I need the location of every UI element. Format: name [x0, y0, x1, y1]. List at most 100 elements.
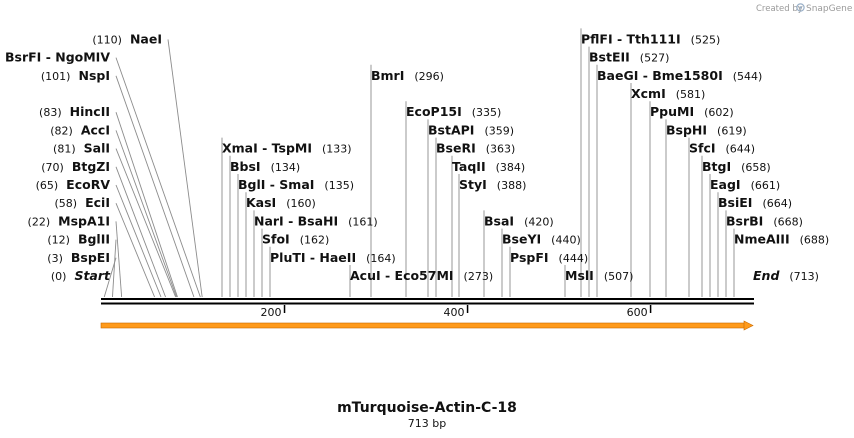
enzyme-name[interactable]: BglI - SmaI	[238, 177, 314, 192]
enzyme-position: (384)	[496, 161, 526, 174]
enzyme-name[interactable]: BspHI	[666, 122, 707, 137]
enzyme-sfoi[interactable]: SfoI (162)	[262, 232, 329, 247]
enzyme-name[interactable]: MslI	[565, 268, 594, 283]
enzyme-nspi[interactable]: NspI (101)	[41, 68, 110, 83]
leader-line	[115, 112, 178, 298]
feature-arrow-body[interactable]	[100, 322, 746, 329]
enzyme-naei[interactable]: NaeI (110)	[92, 31, 162, 46]
enzyme-styi[interactable]: StyI (388)	[459, 177, 526, 192]
enzyme-name[interactable]: SfoI	[262, 232, 290, 247]
enzyme-name[interactable]: NspI	[78, 68, 110, 83]
enzyme-acui-eco57mi[interactable]: AcuI - Eco57MI (273)	[350, 268, 493, 283]
enzyme-name[interactable]: SalI	[84, 141, 110, 156]
enzyme-bseri[interactable]: BseRI (363)	[436, 141, 515, 156]
enzyme-bsiei[interactable]: BsiEI (664)	[718, 195, 792, 210]
enzyme-sfci[interactable]: SfcI (644)	[689, 141, 755, 156]
enzyme-name[interactable]: KasI	[246, 195, 276, 210]
enzyme-name[interactable]: BtgI	[702, 159, 731, 174]
ruler-tick-label-200: 200	[261, 306, 282, 319]
enzyme-name[interactable]: EagI	[710, 177, 741, 192]
enzyme-name[interactable]: PspFI	[510, 250, 549, 265]
enzyme-bspei[interactable]: BspEI (3)	[47, 250, 110, 265]
enzyme-xcmi[interactable]: XcmI (581)	[631, 86, 705, 101]
enzyme-name[interactable]: BspEI	[71, 250, 110, 265]
enzyme-ecorv[interactable]: EcoRV (65)	[36, 177, 111, 192]
enzyme-bstapi[interactable]: BstAPI (359)	[428, 122, 514, 137]
enzyme-name[interactable]: BseYI	[502, 232, 541, 247]
enzyme-bsphi[interactable]: BspHI (619)	[666, 122, 747, 137]
enzyme-name[interactable]: XmaI - TspMI	[222, 141, 312, 156]
enzyme-name[interactable]: NmeAIII	[734, 232, 790, 247]
enzyme-name[interactable]: BglII	[78, 232, 110, 247]
enzyme-msli[interactable]: MslI (507)	[565, 268, 633, 283]
enzyme-name[interactable]: NarI - BsaHI	[254, 213, 338, 228]
enzyme-name[interactable]: End	[753, 268, 780, 283]
enzyme-bsai[interactable]: BsaI (420)	[484, 213, 554, 228]
enzyme-name[interactable]: BtgZI	[72, 159, 110, 174]
enzyme-name[interactable]: XcmI	[631, 86, 666, 101]
enzyme-xmai-tspmi[interactable]: XmaI - TspMI (133)	[222, 141, 352, 156]
enzyme-kasi[interactable]: KasI (160)	[246, 195, 316, 210]
enzyme-name[interactable]: EciI	[85, 195, 110, 210]
enzyme-name[interactable]: MspA1I	[58, 213, 110, 228]
enzyme-position: (440)	[551, 234, 581, 247]
enzyme-name[interactable]: BstAPI	[428, 122, 474, 137]
enzyme-name[interactable]: EcoRV	[66, 177, 110, 192]
enzyme-name[interactable]: BsiEI	[718, 195, 752, 210]
enzyme-taqii[interactable]: TaqII (384)	[452, 159, 525, 174]
enzyme-position: (135)	[324, 179, 354, 192]
enzyme-bgli-smai[interactable]: BglI - SmaI (135)	[238, 177, 354, 192]
enzyme-ecii[interactable]: EciI (58)	[55, 195, 110, 210]
enzyme-name[interactable]: BsrFI - NgoMIV	[5, 50, 110, 65]
enzyme-name[interactable]: HincII	[70, 104, 110, 119]
enzyme-sali[interactable]: SalI (81)	[53, 141, 110, 156]
feature-arrow-head[interactable]	[743, 320, 754, 331]
enzyme-name[interactable]: SfcI	[689, 141, 716, 156]
enzyme-name[interactable]: BsrBI	[726, 213, 763, 228]
enzyme-mspa1i[interactable]: MspA1I (22)	[28, 213, 110, 228]
feature-arrow[interactable]	[100, 320, 754, 331]
enzyme-name[interactable]: BbsI	[230, 159, 261, 174]
enzyme-name[interactable]: AccI	[81, 122, 110, 137]
enzyme-name[interactable]: BsaI	[484, 213, 514, 228]
enzyme-eagi[interactable]: EagI (661)	[710, 177, 780, 192]
enzyme-name[interactable]: BmrI	[371, 68, 404, 83]
enzyme-position: (388)	[497, 179, 527, 192]
enzyme-btgi[interactable]: BtgI (658)	[702, 159, 771, 174]
enzyme-name[interactable]: BseRI	[436, 141, 476, 156]
enzyme-name[interactable]: NaeI	[130, 31, 162, 46]
enzyme-name[interactable]: StyI	[459, 177, 487, 192]
enzyme-pflfi-tth111i[interactable]: PflFI - Tth111I (525)	[581, 31, 720, 46]
enzyme-btgzi[interactable]: BtgZI (70)	[41, 159, 110, 174]
enzyme-name[interactable]: BstEII	[589, 50, 630, 65]
enzyme-position: (101)	[41, 70, 71, 83]
enzyme-pspfi[interactable]: PspFI (444)	[510, 250, 588, 265]
enzyme-name[interactable]: PluTI - HaeII	[270, 250, 356, 265]
enzyme-bsrbi[interactable]: BsrBI (668)	[726, 213, 803, 228]
enzyme-hincii[interactable]: HincII (83)	[39, 104, 110, 119]
enzyme-ecop15i[interactable]: EcoP15I (335)	[406, 104, 501, 119]
map-length: 713 bp	[408, 417, 446, 430]
enzyme-bbsi[interactable]: BbsI (134)	[230, 159, 300, 174]
enzyme-start[interactable]: Start (0)	[51, 268, 111, 283]
enzyme-pluti-haeii[interactable]: PluTI - HaeII (164)	[270, 250, 396, 265]
enzyme-name[interactable]: TaqII	[452, 159, 486, 174]
enzyme-name[interactable]: PpuMI	[650, 104, 694, 119]
enzyme-name[interactable]: EcoP15I	[406, 104, 462, 119]
enzyme-ppumi[interactable]: PpuMI (602)	[650, 104, 734, 119]
enzyme-bmri[interactable]: BmrI (296)	[371, 68, 444, 83]
enzyme-name[interactable]: Start	[74, 268, 111, 283]
enzyme-name[interactable]: PflFI - Tth111I	[581, 31, 681, 46]
enzyme-end[interactable]: End (713)	[753, 268, 819, 283]
enzyme-bsteii[interactable]: BstEII (527)	[589, 50, 669, 65]
enzyme-name[interactable]: BaeGI - Bme1580I	[597, 68, 723, 83]
enzyme-bseyi[interactable]: BseYI (440)	[502, 232, 581, 247]
enzyme-nari-bsahi[interactable]: NarI - BsaHI (161)	[254, 213, 378, 228]
enzyme-nmeaiii[interactable]: NmeAIII (688)	[734, 232, 829, 247]
enzyme-name[interactable]: AcuI - Eco57MI	[350, 268, 454, 283]
enzyme-bsrfi-ngomiv[interactable]: BsrFI - NgoMIV(108)	[0, 50, 110, 65]
enzyme-baegi-bme1580i[interactable]: BaeGI - Bme1580I (544)	[597, 68, 762, 83]
enzyme-position: (81)	[53, 143, 76, 156]
enzyme-bglii[interactable]: BglII (12)	[47, 232, 110, 247]
enzyme-acci[interactable]: AccI (82)	[50, 122, 110, 137]
